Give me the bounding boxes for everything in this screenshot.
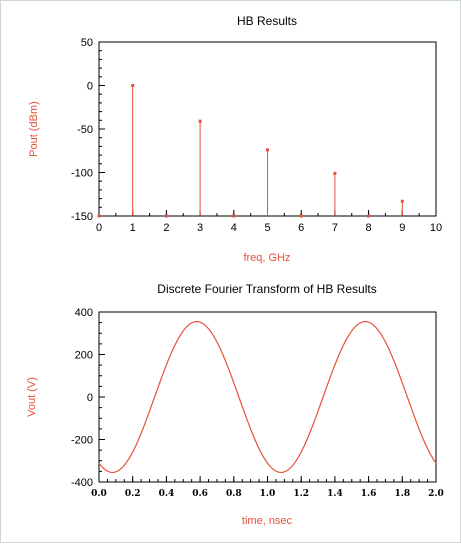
plot-area-border bbox=[98, 311, 437, 483]
x-axis-ticks: 0.0 0.2 0.4 0.6 0.8 1.0 1.2 1.4 1.6 1.8 2.0 bbox=[91, 476, 444, 499]
x-axis-ticks: 0 1 2 3 4 5 6 7 8 9 10 bbox=[96, 210, 442, 234]
x-tick-label: 0.0 bbox=[91, 489, 107, 499]
spectrum-lines bbox=[97, 84, 404, 218]
x-tick-label: 1.4 bbox=[327, 489, 343, 499]
y-tick-label: -100 bbox=[71, 168, 93, 180]
x-tick-label: 2 bbox=[163, 222, 169, 234]
chart-hb-results: HB Results Pout (dBm) freq, GHz 500-50-1… bbox=[28, 14, 442, 264]
y-tick-label: -200 bbox=[71, 435, 93, 447]
x-tick-label: 1.0 bbox=[260, 489, 276, 499]
y-tick-label: 0 bbox=[87, 81, 93, 93]
y-tick-label: 50 bbox=[81, 37, 93, 49]
spectrum-marker bbox=[400, 199, 404, 203]
spectrum-marker bbox=[97, 214, 101, 218]
x-tick-label: 1.6 bbox=[361, 489, 377, 499]
x-tick-label: 7 bbox=[332, 222, 338, 234]
x-tick-label: 0.4 bbox=[159, 489, 175, 499]
x-axis-label: time, nsec bbox=[242, 515, 293, 527]
x-tick-label: 8 bbox=[366, 222, 372, 234]
y-tick-label: -150 bbox=[71, 211, 93, 223]
y-axis-ticks: 400 200 0 -200 -400 bbox=[71, 307, 105, 489]
x-tick-label: 1.2 bbox=[293, 489, 309, 499]
x-tick-label: 6 bbox=[298, 222, 304, 234]
y-tick-label: 0 bbox=[87, 392, 93, 404]
x-tick-label: 3 bbox=[197, 222, 203, 234]
spectrum-marker bbox=[198, 119, 202, 123]
x-tick-label: 0.6 bbox=[192, 489, 208, 499]
x-tick-label: 1.8 bbox=[394, 489, 410, 499]
y-axis-label: Pout (dBm) bbox=[28, 101, 40, 157]
x-axis-label: freq, GHz bbox=[243, 252, 290, 264]
y-tick-label: 200 bbox=[75, 350, 93, 362]
chart-title: Discrete Fourier Transform of HB Results bbox=[157, 282, 376, 296]
x-tick-label: 1 bbox=[130, 222, 136, 234]
chart-title: HB Results bbox=[237, 14, 297, 28]
x-tick-label: 9 bbox=[399, 222, 405, 234]
chart-dft: Discrete Fourier Transform of HB Results… bbox=[26, 282, 444, 527]
y-tick-label: -400 bbox=[71, 477, 93, 489]
spectrum-marker bbox=[299, 214, 303, 218]
spectrum-marker bbox=[232, 214, 236, 218]
x-tick-label: 0 bbox=[96, 222, 102, 234]
y-tick-label: -50 bbox=[77, 124, 93, 136]
spectrum-marker bbox=[333, 171, 337, 175]
vout-waveform bbox=[98, 320, 437, 474]
y-tick-label: 400 bbox=[75, 307, 93, 319]
x-tick-label: 0.2 bbox=[125, 489, 141, 499]
x-tick-label: 5 bbox=[264, 222, 270, 234]
spectrum-marker bbox=[131, 84, 135, 87]
x-tick-label: 0.8 bbox=[226, 489, 242, 499]
spectrum-marker bbox=[164, 214, 168, 218]
y-axis-label: Vout (V) bbox=[26, 377, 38, 417]
x-tick-label: 4 bbox=[231, 222, 237, 234]
x-tick-label: 10 bbox=[430, 222, 442, 234]
spectrum-marker bbox=[266, 148, 269, 152]
spectrum-marker bbox=[367, 214, 371, 218]
y-axis-ticks: 50 0 -50 -100 -150 bbox=[71, 37, 105, 223]
x-tick-label: 2.0 bbox=[428, 489, 444, 499]
